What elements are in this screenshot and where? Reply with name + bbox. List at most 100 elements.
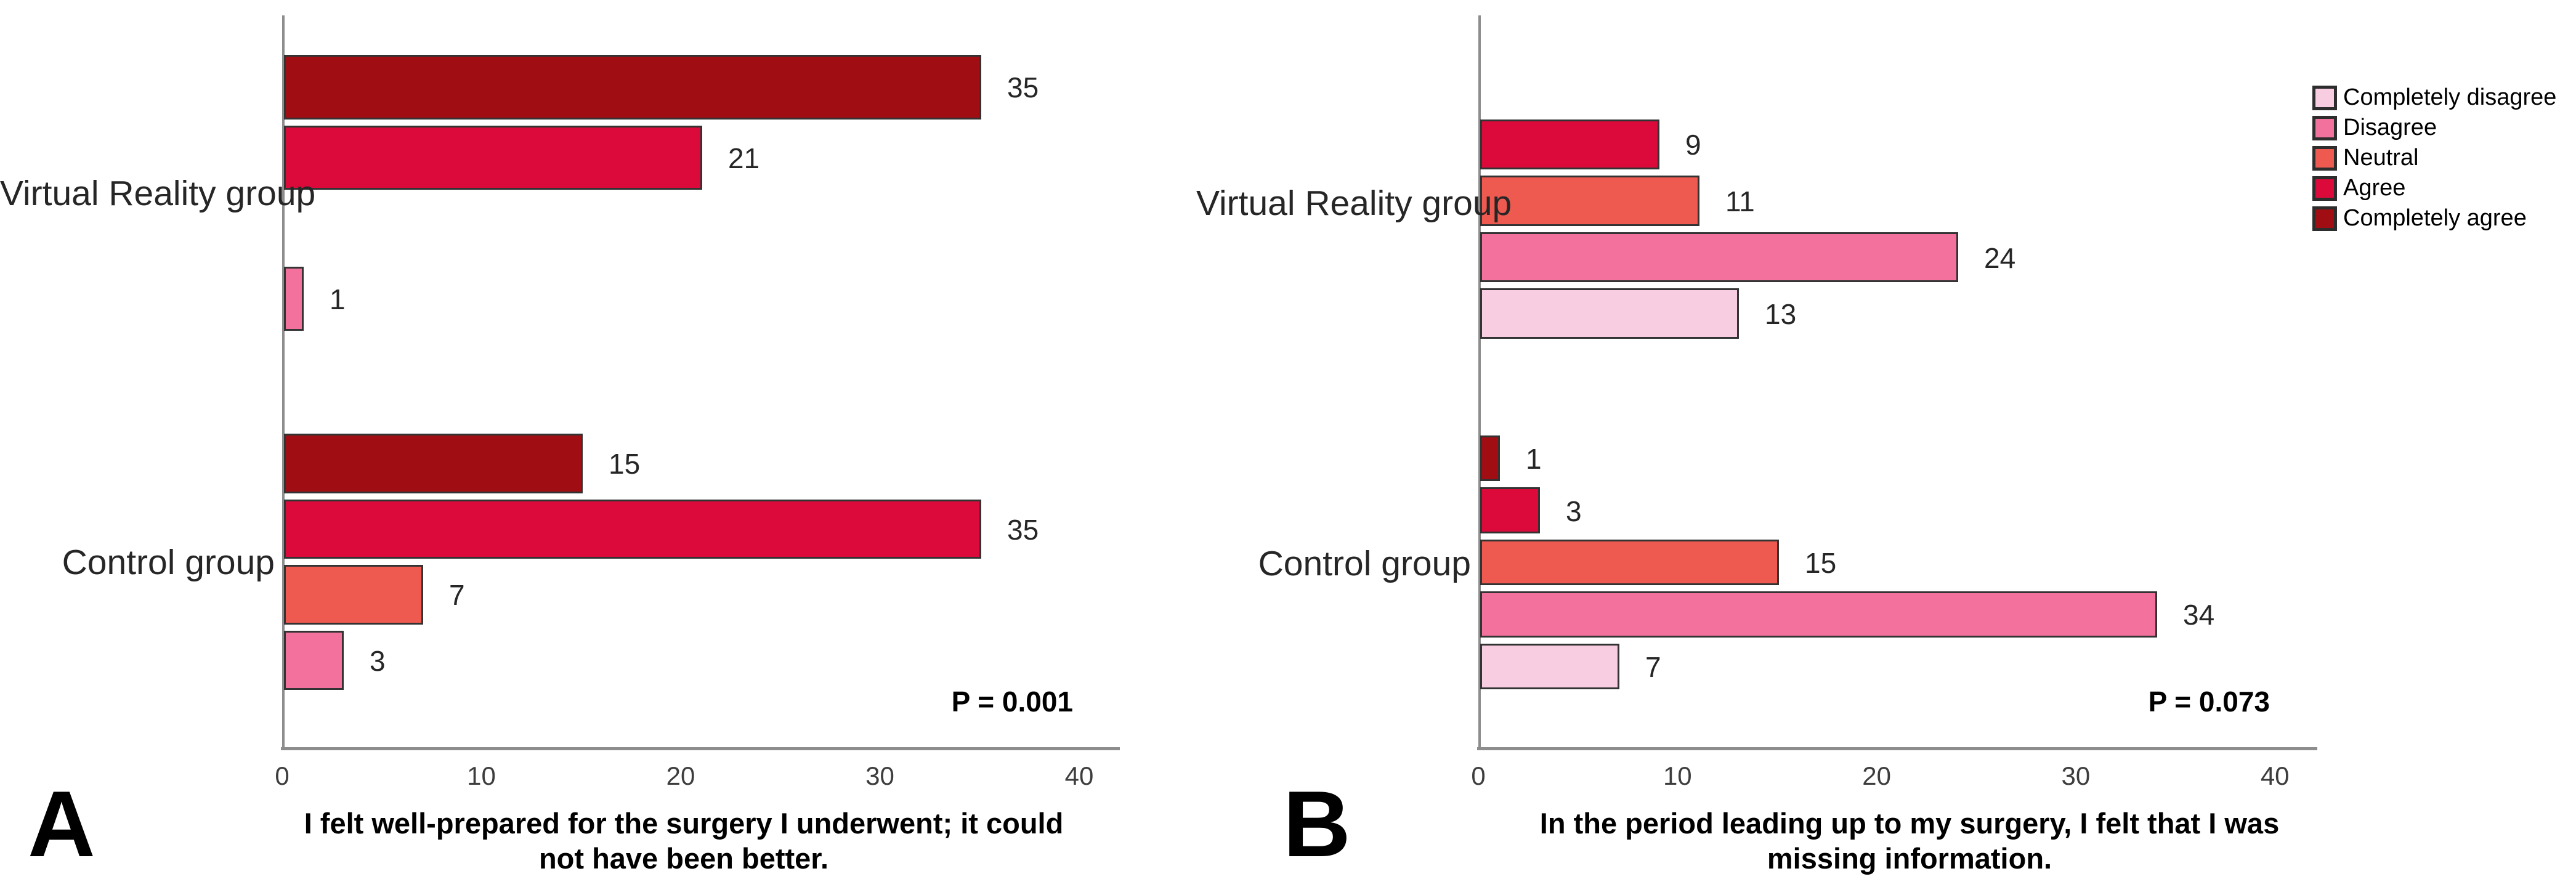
bar [284, 55, 981, 119]
bar [1480, 487, 1540, 533]
bar-slot-agree: 35 [284, 497, 1134, 563]
bar-slot-completely-agree: 15 [284, 431, 1134, 497]
panel-b-bars-control-group: 1 3 15 34 7 [1480, 433, 2330, 693]
x-tick-label: 10 [1663, 761, 1692, 790]
bar [284, 266, 304, 331]
panel-a-y-axis-line [282, 15, 285, 750]
bar-slot-disagree: 3 [284, 628, 1134, 694]
legend-swatch-completely-disagree [2312, 85, 2337, 110]
bar [1480, 591, 2157, 638]
bar [1480, 119, 1659, 170]
panel-a-p-value: P = 0.001 [951, 686, 1073, 718]
legend-swatch-completely-agree [2312, 206, 2337, 231]
bar [284, 434, 583, 493]
bar-value-label: 15 [609, 448, 641, 480]
panel-b-p-value: P = 0.073 [2148, 686, 2270, 718]
legend-swatch-disagree [2312, 115, 2337, 140]
legend-label: Neutral [2343, 145, 2419, 171]
bar-slot-agree: 9 [1480, 117, 2330, 174]
bar-value-label: 21 [728, 142, 760, 174]
panel-b-y-axis-line [1478, 15, 1481, 750]
panel-a-letter: A [28, 772, 95, 877]
bar-slot-neutral: 7 [284, 562, 1134, 628]
bar-slot-completely-disagree: 7 [1480, 641, 2330, 693]
bar-slot-disagree: 24 [1480, 230, 2330, 286]
x-tick-label: 40 [2260, 761, 2290, 790]
legend: Completely disagree Disagree Neutral Agr… [2312, 83, 2556, 233]
bar [284, 565, 423, 625]
bar-slot-neutral: 11 [1480, 173, 2330, 230]
panel-b-bars-virtual-reality-group: 9 11 24 13 [1480, 60, 2330, 342]
bar-value-label: 35 [1007, 513, 1039, 546]
panel-b-letter: B [1283, 772, 1351, 877]
panel-a-group-label-control: Control group [62, 543, 275, 582]
bar-value-label: 3 [1566, 495, 1582, 527]
panel-b-group-label-vr: Virtual Reality group [1196, 184, 1512, 223]
x-tick-label: 10 [467, 761, 496, 790]
bar-value-label: 1 [330, 283, 346, 315]
panel-b-title-line-2: missing information. [1767, 842, 2052, 875]
bar-slot-completely-agree [1480, 60, 2330, 117]
legend-label: Disagree [2343, 115, 2437, 140]
bar-value-label: 1 [1526, 443, 1542, 476]
panel-a-title-line-1: I felt well-prepared for the surgery I u… [304, 807, 1064, 840]
x-tick-label: 20 [1862, 761, 1891, 790]
bar-value-label: 24 [1984, 241, 2016, 274]
bar-slot-disagree: 1 [284, 264, 1134, 335]
x-tick-label: 30 [865, 761, 894, 790]
bar [1480, 232, 1958, 283]
bar-value-label: 13 [1765, 298, 1797, 331]
bar [1480, 288, 1739, 339]
panel-a-bars-control-group: 15 35 7 3 [284, 431, 1134, 694]
x-tick-label: 30 [2061, 761, 2091, 790]
bar-slot-completely-disagree: 13 [1480, 286, 2330, 342]
legend-label: Completely disagree [2343, 84, 2557, 110]
x-tick-label: 40 [1064, 761, 1094, 790]
bar [1480, 539, 1779, 586]
legend-swatch-neutral [2312, 145, 2337, 171]
bar-slot-disagree: 34 [1480, 589, 2330, 641]
bar-value-label: 3 [370, 644, 386, 677]
bar-value-label: 7 [449, 579, 465, 612]
panel-a-title-line-2: not have been better. [538, 842, 829, 875]
legend-item: Disagree [2312, 113, 2556, 143]
legend-item: Completely disagree [2312, 83, 2556, 113]
bar-value-label: 9 [1685, 129, 1701, 161]
legend-item: Completely agree [2312, 203, 2556, 233]
bar [1480, 435, 1500, 482]
panel-b-group-label-control: Control group [1258, 544, 1471, 583]
panel-a-title: I felt well-prepared for the surgery I u… [246, 806, 1121, 876]
bar [284, 499, 981, 559]
x-tick-label: 20 [666, 761, 695, 790]
legend-item: Agree [2312, 173, 2556, 203]
bar-value-label: 11 [1725, 185, 1755, 217]
bar-slot-agree: 21 [284, 123, 1134, 194]
bar-slot-completely-agree: 35 [284, 52, 1134, 123]
bar [1480, 643, 1619, 690]
panel-b-title: In the period leading up to my surgery, … [1472, 806, 2347, 876]
legend-label: Completely agree [2343, 205, 2527, 231]
bar [284, 630, 344, 690]
bar-value-label: 15 [1805, 547, 1837, 580]
legend-item: Neutral [2312, 143, 2556, 173]
bar-value-label: 35 [1007, 71, 1039, 104]
bar-slot-agree: 3 [1480, 485, 2330, 537]
bar-slot-completely-agree: 1 [1480, 433, 2330, 485]
panel-b-x-axis-line [1477, 747, 2317, 750]
panel-a-bars-virtual-reality-group: 35 21 1 [284, 52, 1134, 334]
bar-value-label: 7 [1645, 650, 1661, 683]
panel-a-x-axis-line [281, 747, 1120, 750]
bar [1480, 176, 1699, 226]
panel-b-title-line-1: In the period leading up to my surgery, … [1539, 807, 2280, 840]
bar [284, 125, 702, 190]
bar-value-label: 34 [2183, 599, 2215, 631]
panel-a-group-label-vr: Virtual Reality group [0, 174, 316, 213]
legend-label: Agree [2343, 175, 2406, 201]
bar-slot-neutral: 15 [1480, 537, 2330, 589]
x-tick-label: 0 [1471, 761, 1486, 790]
x-tick-label: 0 [275, 761, 290, 790]
legend-swatch-agree [2312, 176, 2337, 201]
